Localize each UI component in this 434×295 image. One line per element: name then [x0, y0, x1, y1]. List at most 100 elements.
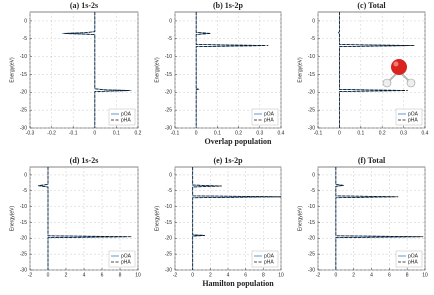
legend-label: pHA — [121, 117, 131, 123]
x-tick-label: 8 — [406, 272, 409, 278]
y-tick-label: -25 — [20, 107, 27, 113]
x-tick-label: 0.3 — [400, 130, 407, 136]
y-tick-label: -10 — [308, 54, 315, 60]
x-tick-label: -0.2 — [47, 130, 56, 136]
y-tick-label: -15 — [308, 220, 315, 226]
x-tick-label: -0.1 — [69, 130, 78, 136]
y-tick-label: -25 — [308, 107, 315, 113]
panel-title: (a) 1s-2s — [70, 1, 98, 10]
x-tick-label: 0.2 — [235, 130, 242, 136]
y-tick-label: 0 — [312, 172, 315, 178]
y-tick-label: -30 — [308, 125, 315, 131]
legend-label: pOA — [264, 111, 275, 117]
x-tick-label: 4 — [370, 272, 373, 278]
legend-box — [108, 108, 136, 126]
x-tick-label: 2 — [352, 272, 355, 278]
legend-label: pHA — [121, 259, 131, 265]
panel: -0.1 0 0.1 0.2 0.3 0.4 0 -5 -10 -15 -20 -25 -30 (c) T… — [297, 1, 428, 137]
y-tick-label: -15 — [308, 72, 315, 78]
x-tick-label: 0.4 — [422, 130, 429, 136]
y-tick-label: -5 — [311, 36, 316, 42]
panel-title: (b) 1s-2p — [213, 1, 244, 10]
y-tick-label: -30 — [20, 267, 27, 273]
x-tick-label: -2 — [173, 272, 178, 278]
series-line — [192, 167, 281, 270]
x-tick-label: 0.2 — [379, 130, 386, 136]
x-tick-label: 0.1 — [113, 130, 120, 136]
y-tick-label: -30 — [165, 125, 172, 131]
legend-label: pHA — [264, 259, 274, 265]
legend-box — [108, 250, 136, 268]
x-tick-label: 8 — [262, 272, 265, 278]
y-tick-label: 0 — [312, 18, 315, 24]
y-tick-label: -15 — [20, 72, 27, 78]
y-tick-label: -25 — [20, 251, 27, 257]
legend-box — [395, 250, 423, 268]
legend-label: pOA — [408, 253, 419, 259]
panel: -2 0 2 4 6 8 100-5-10-15-20-25-30(f) TotalEner… — [297, 156, 428, 279]
y-axis-label: Energy(eV) — [297, 57, 303, 83]
y-tick-label: -20 — [165, 90, 172, 96]
x-tick-label: 4 — [227, 272, 230, 278]
panel: -2 0 2 4 6 8 100-5-10-15-20-25-30(e) 1s-2pEner… — [154, 156, 284, 288]
x-tick-label: 0 — [334, 272, 337, 278]
y-tick-label: -15 — [20, 220, 27, 226]
y-tick-label: 0 — [24, 172, 27, 178]
x-tick-label: 0.2 — [135, 130, 142, 136]
panel: -2 0 2 4 6 8 100-5-10-15-20-25-30(d) 1s-2sEner… — [9, 156, 141, 279]
plot-area — [29, 11, 139, 129]
y-axis-label: Energy(eV) — [154, 206, 160, 232]
legend-label: pOA — [264, 253, 275, 259]
y-tick-label: -30 — [308, 267, 315, 273]
series-line — [195, 12, 269, 128]
x-tick-label: 0 — [93, 130, 96, 136]
x-tick-label: 0 — [47, 272, 50, 278]
panel-title: (c) Total — [357, 1, 386, 10]
y-tick-label: -30 — [20, 125, 27, 131]
x-tick-label: -0.3 — [26, 130, 35, 136]
plot-area — [317, 11, 426, 129]
y-axis-label: Energy(eV) — [154, 57, 160, 83]
y-tick-label: -5 — [311, 188, 316, 194]
legend-box — [395, 108, 423, 126]
y-tick-label: -20 — [165, 236, 172, 242]
x-tick-label: 4 — [83, 272, 86, 278]
y-tick-label: -10 — [20, 54, 27, 60]
legend-box — [251, 108, 279, 126]
x-tick-label: 0 — [191, 272, 194, 278]
series-line — [338, 12, 415, 128]
y-tick-label: -5 — [168, 188, 173, 194]
series-line — [335, 167, 424, 270]
y-tick-label: -5 — [23, 188, 28, 194]
x-tick-label: -0.1 — [171, 130, 180, 136]
y-tick-label: -20 — [308, 90, 315, 96]
y-tick-label: -20 — [20, 90, 27, 96]
y-tick-label: -25 — [308, 251, 315, 257]
x-tick-label: 6 — [388, 272, 391, 278]
y-tick-label: -25 — [165, 251, 172, 257]
x-tick-label: 0.4 — [278, 130, 285, 136]
x-tick-label: -2 — [316, 272, 321, 278]
x-tick-label: 0 — [195, 130, 198, 136]
molecule-illustration — [382, 59, 416, 88]
y-tick-label: -10 — [165, 204, 172, 210]
x-tick-label: 2 — [209, 272, 212, 278]
y-tick-label: -15 — [165, 72, 172, 78]
y-tick-label: -20 — [308, 236, 315, 242]
legend-label: pOA — [408, 111, 419, 117]
y-axis-label: Energy(eV) — [297, 206, 303, 232]
x-tick-label: 10 — [278, 272, 284, 278]
legend-label: pHA — [408, 117, 418, 123]
legend-label: pOA — [121, 253, 132, 259]
x-tick-label: 0.1 — [214, 130, 221, 136]
series-line — [64, 12, 130, 128]
x-tick-label: 10 — [422, 272, 428, 278]
legend-label: pHA — [408, 259, 418, 265]
x-tick-label: 8 — [119, 272, 122, 278]
panel-title: (d) 1s-2s — [70, 156, 99, 165]
x-axis-label: Hamilton population — [202, 279, 274, 288]
panel: -0.1 0 0.1 0.2 0.3 0.4 0 -5 -10 -15 -20 -25 -30 (b) 1… — [154, 1, 284, 146]
y-tick-label: -10 — [308, 204, 315, 210]
y-tick-label: -25 — [165, 107, 172, 113]
